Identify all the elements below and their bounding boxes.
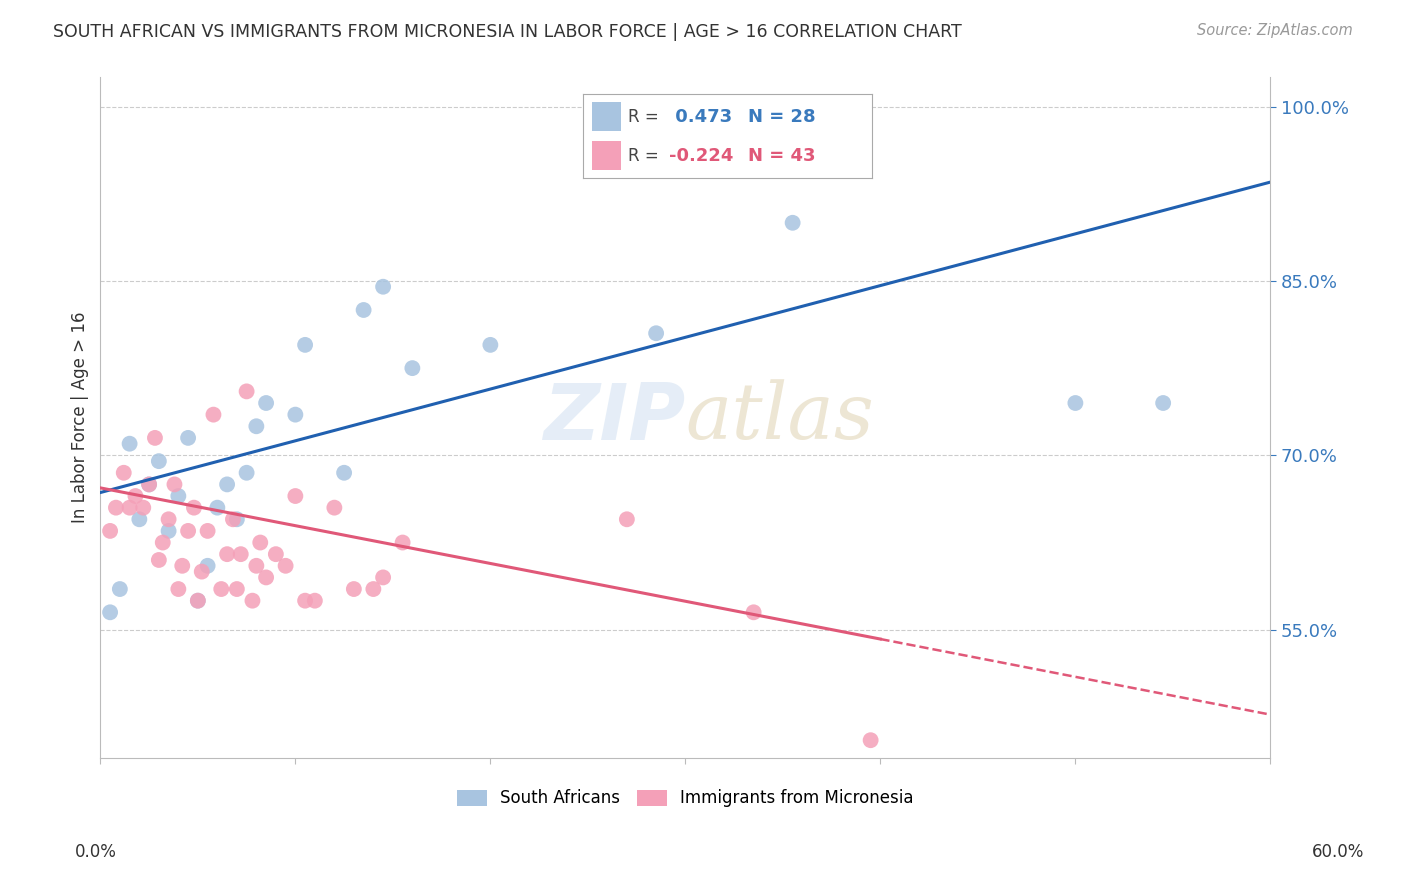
Point (138, 477, 160, 491)
Point (217, 477, 239, 491)
Text: atlas: atlas (685, 379, 875, 456)
Point (264, 547, 287, 561)
Point (143, 431, 166, 445)
Text: 0.0%: 0.0% (75, 843, 117, 861)
Text: R =: R = (628, 146, 659, 164)
Point (254, 396, 277, 410)
Point (148, 454, 170, 468)
Point (187, 593, 209, 607)
Point (363, 582, 385, 596)
Y-axis label: In Labor Force | Age > 16: In Labor Force | Age > 16 (72, 312, 89, 524)
Point (274, 558, 297, 573)
Point (124, 489, 146, 503)
Text: N = 28: N = 28 (748, 108, 815, 126)
Point (645, 326, 668, 341)
Point (371, 570, 394, 584)
Point (157, 512, 180, 526)
Point (132, 500, 155, 515)
Point (742, 605, 765, 619)
Point (284, 489, 307, 503)
Point (1152, 396, 1174, 410)
Point (98, 524, 121, 538)
Point (323, 500, 346, 515)
Point (118, 436, 141, 450)
Point (177, 431, 200, 445)
Point (98, 605, 121, 619)
Point (207, 500, 229, 515)
Point (167, 489, 190, 503)
Point (177, 524, 200, 538)
Point (479, 338, 502, 352)
FancyBboxPatch shape (592, 141, 621, 169)
Point (202, 408, 225, 422)
Point (294, 593, 316, 607)
Point (782, 216, 804, 230)
Point (197, 524, 219, 538)
FancyBboxPatch shape (592, 103, 621, 131)
Point (353, 303, 375, 318)
Point (112, 466, 135, 480)
Point (304, 593, 326, 607)
Point (209, 582, 232, 596)
Point (197, 558, 219, 573)
Point (616, 512, 638, 526)
Legend: South Africans, Immigrants from Micronesia: South Africans, Immigrants from Micrones… (450, 782, 921, 814)
Point (138, 477, 160, 491)
Text: N = 43: N = 43 (748, 146, 815, 164)
Text: -0.224: -0.224 (668, 146, 733, 164)
Point (148, 553, 170, 567)
Point (343, 582, 366, 596)
Point (249, 535, 271, 549)
Point (217, 547, 239, 561)
Point (294, 338, 316, 352)
Point (152, 535, 174, 549)
Point (229, 547, 252, 561)
Point (371, 279, 394, 293)
Point (183, 500, 205, 515)
Point (225, 582, 247, 596)
Point (245, 419, 267, 434)
Point (242, 593, 264, 607)
Point (118, 500, 141, 515)
Text: Source: ZipAtlas.com: Source: ZipAtlas.com (1197, 23, 1353, 38)
Point (245, 558, 267, 573)
Text: SOUTH AFRICAN VS IMMIGRANTS FROM MICRONESIA IN LABOR FORCE | AGE > 16 CORRELATIO: SOUTH AFRICAN VS IMMIGRANTS FROM MICRONE… (53, 23, 962, 41)
Point (163, 477, 186, 491)
Point (157, 524, 180, 538)
Point (128, 512, 150, 526)
Point (222, 512, 245, 526)
Point (333, 466, 356, 480)
Text: ZIP: ZIP (543, 379, 685, 456)
Point (391, 535, 413, 549)
Point (254, 570, 277, 584)
Point (108, 582, 131, 596)
Point (190, 565, 212, 579)
Text: 60.0%: 60.0% (1312, 843, 1365, 861)
Point (172, 558, 194, 573)
Point (235, 384, 257, 399)
Point (401, 361, 423, 376)
Text: 0.473: 0.473 (668, 108, 731, 126)
Point (187, 593, 209, 607)
Point (859, 733, 882, 747)
Point (1064, 396, 1087, 410)
Point (284, 408, 307, 422)
Text: R =: R = (628, 108, 659, 126)
Point (167, 582, 190, 596)
Point (104, 500, 127, 515)
Point (235, 466, 257, 480)
Point (225, 512, 247, 526)
